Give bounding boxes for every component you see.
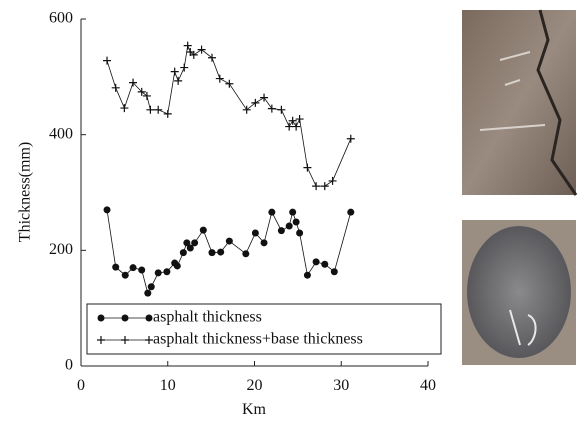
data-point (179, 249, 187, 257)
data-point (242, 250, 250, 258)
data-point (296, 229, 304, 237)
data-point (251, 98, 260, 107)
data-point (346, 134, 355, 143)
data-point (174, 76, 183, 85)
data-point (320, 182, 329, 191)
x-tick-label: 20 (247, 377, 263, 394)
legend-label: asphalt thickness+base thickness (153, 331, 363, 348)
data-point (215, 74, 224, 83)
data-point (173, 262, 181, 270)
legend-marker (97, 314, 105, 322)
data-point (277, 227, 285, 235)
legend-marker (145, 314, 153, 322)
y-tick-label: 600 (49, 10, 73, 27)
data-point (312, 182, 321, 191)
data-point (103, 56, 112, 65)
data-point (303, 163, 312, 172)
data-point (303, 271, 311, 279)
data-point (267, 104, 276, 113)
data-point (163, 109, 172, 118)
x-axis-label: Km (242, 401, 267, 418)
data-point (199, 226, 207, 234)
data-point (147, 283, 155, 291)
data-point (251, 229, 259, 237)
data-point (121, 271, 129, 279)
data-point (277, 105, 286, 114)
series-line (106, 209, 352, 295)
data-point (112, 263, 120, 271)
photo-core-top (462, 220, 576, 365)
data-point (217, 248, 225, 256)
data-point (292, 122, 301, 131)
data-point (186, 244, 194, 252)
data-point (170, 67, 179, 76)
x-tick-label: 0 (77, 377, 85, 394)
data-point (225, 237, 233, 245)
legend-box (86, 303, 442, 355)
y-tick-label: 0 (65, 357, 73, 374)
data-point (285, 222, 293, 230)
data-point (289, 208, 297, 216)
data-point (129, 78, 138, 87)
data-point (146, 105, 155, 114)
legend-marker (97, 336, 105, 344)
data-point (347, 208, 355, 216)
data-point (103, 206, 111, 214)
data-point (111, 83, 120, 92)
plot-area: 0 200 400 600 0 10 20 30 40 asphalt thickness asph… (49, 10, 442, 394)
data-point (120, 104, 129, 113)
data-point (142, 91, 151, 100)
data-point (268, 208, 276, 216)
legend-marker (121, 314, 129, 322)
photo-core-side (462, 9, 578, 196)
data-point (312, 258, 320, 266)
data-point (180, 63, 189, 72)
x-tick-label: 30 (333, 377, 349, 394)
y-tick-label: 400 (49, 125, 73, 142)
data-point (288, 116, 297, 125)
data-point (242, 105, 251, 114)
data-point (197, 45, 206, 54)
data-point (138, 266, 146, 274)
data-point (189, 50, 198, 59)
series-line (106, 44, 352, 187)
data-point (129, 264, 137, 272)
legend-marker (145, 336, 153, 344)
legend-marker (121, 336, 129, 344)
y-tick-label: 200 (49, 241, 73, 258)
data-point (208, 249, 216, 257)
data-point (154, 105, 163, 114)
data-point (163, 268, 171, 276)
x-tick-label: 40 (420, 377, 436, 394)
data-point (260, 239, 268, 247)
data-point (321, 260, 329, 268)
data-point (225, 79, 234, 88)
data-point (183, 239, 191, 247)
data-point (295, 115, 304, 124)
data-point (292, 218, 300, 226)
data-point (183, 41, 192, 50)
data-point (328, 176, 337, 185)
data-point (154, 269, 162, 277)
data-point (207, 53, 216, 62)
data-point (330, 268, 338, 276)
legend-label: asphalt thickness (153, 309, 262, 326)
x-tick-label: 10 (160, 377, 176, 394)
data-point (191, 239, 199, 247)
data-point (137, 87, 146, 96)
data-point (144, 289, 152, 297)
data-point (285, 122, 294, 131)
data-point (260, 93, 269, 102)
y-axis-label: Thickness(mm) (17, 142, 34, 242)
